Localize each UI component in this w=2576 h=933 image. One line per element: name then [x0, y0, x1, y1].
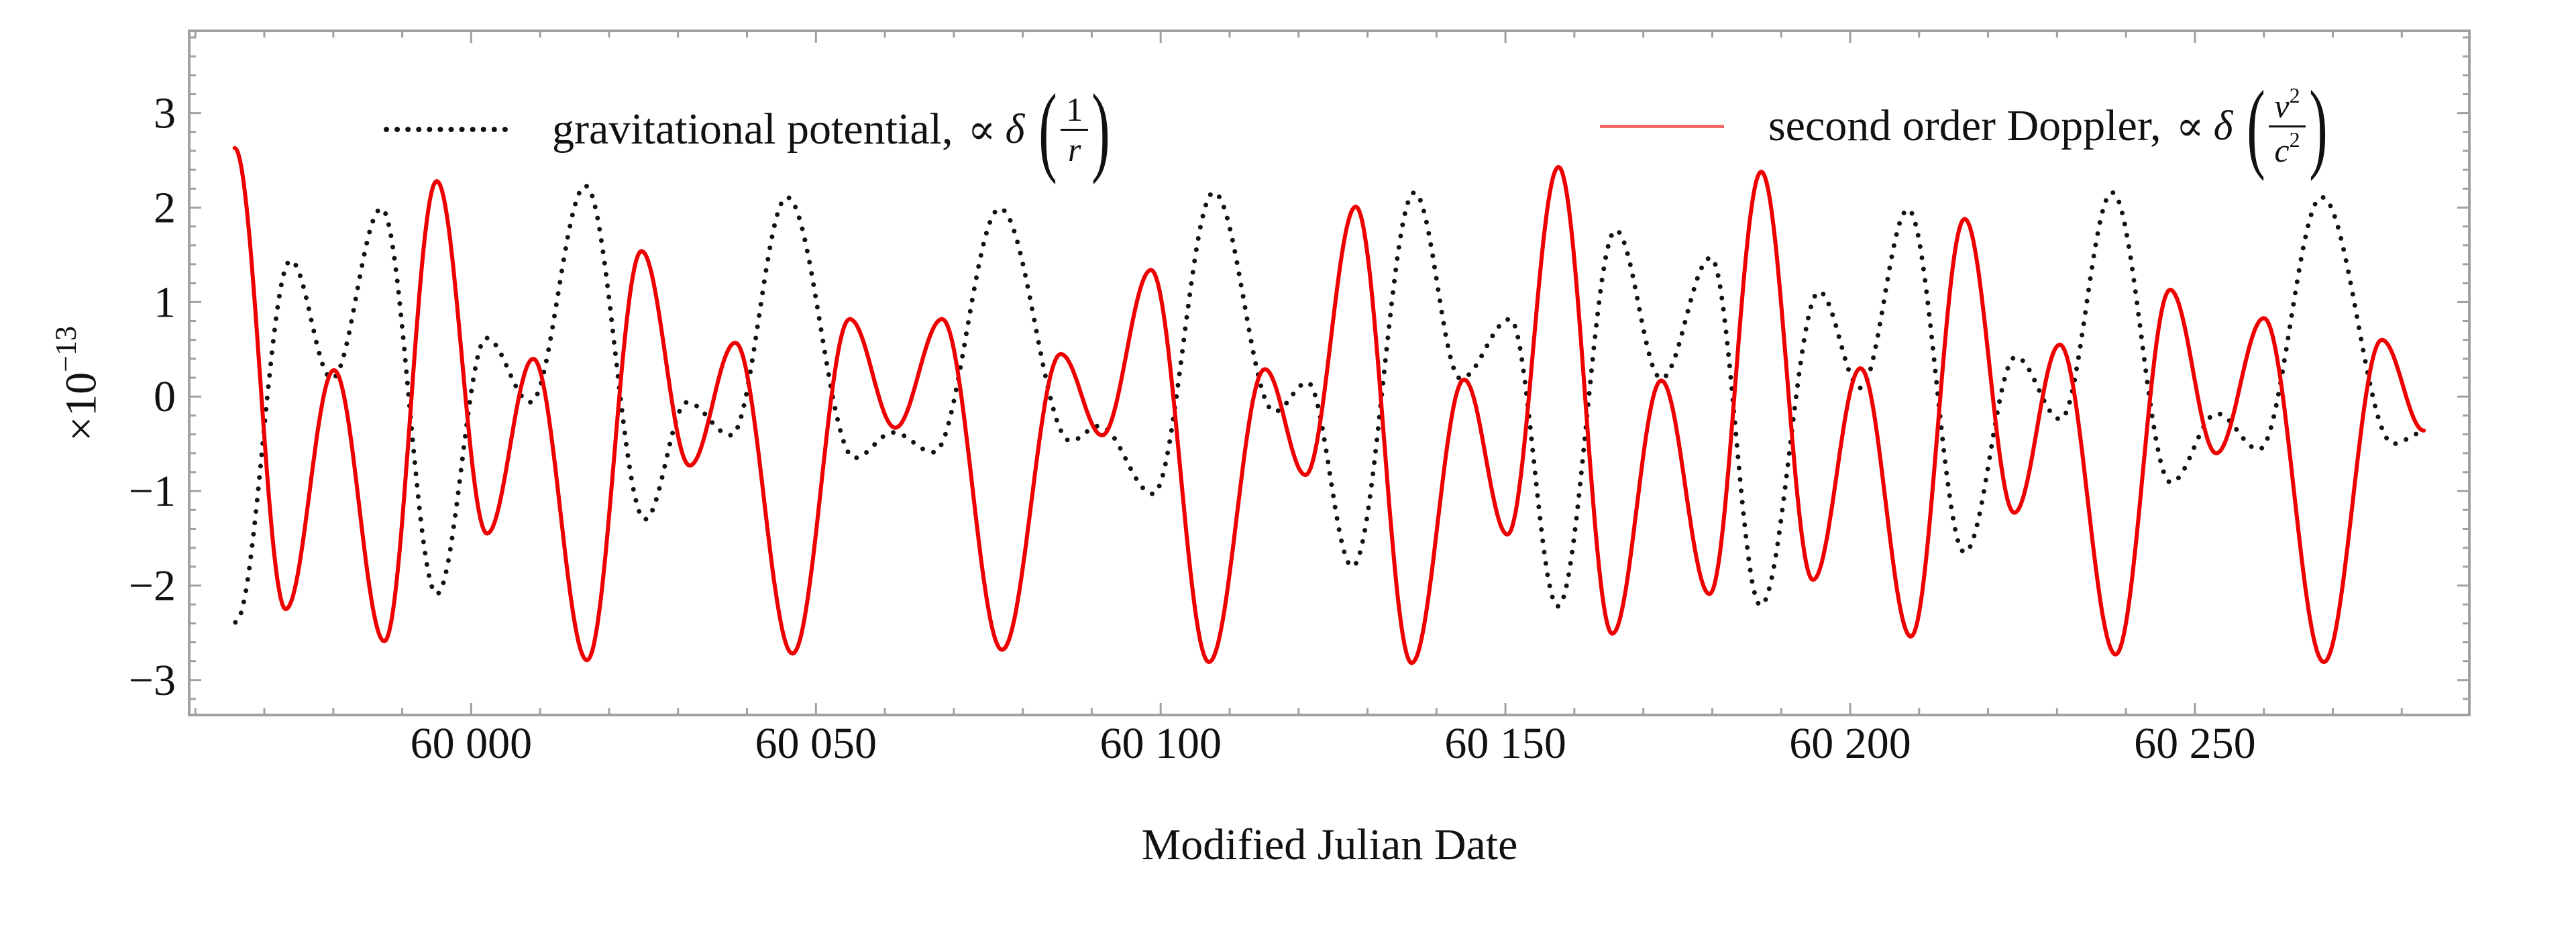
y-axis-label-base: ×10 — [56, 372, 106, 442]
series-curves — [232, 146, 2426, 665]
right-paren: ) — [2308, 70, 2328, 182]
fraction-denominator: c2 — [2269, 127, 2305, 168]
y-tick-label: 3 — [154, 89, 176, 138]
plot-frame — [188, 30, 2471, 716]
proportional-symbol: ∝ — [2176, 104, 2204, 150]
fraction: 1 r — [1061, 92, 1089, 168]
series-second-order-doppler-line — [232, 146, 2426, 665]
y-tick-label: 0 — [154, 372, 176, 421]
x-axis-label: Modified Julian Date — [1141, 820, 1518, 869]
y-axis-label: ×10−13 — [49, 326, 107, 441]
legend-label: second order Doppler, — [1768, 101, 2161, 150]
tick-labels: 60 000 60 050 60 100 60 150 60 200 60 250 −3 −2… — [129, 89, 2256, 768]
delta-symbol: δ — [2213, 103, 2233, 149]
fraction-numerator: v2 — [2269, 83, 2306, 127]
legend-second-order-doppler: second order Doppler, ∝ δ ( v2 c2 ) — [1600, 76, 2335, 176]
legend-label: gravitational potential, — [552, 105, 953, 154]
series-gravitational-potential-line — [233, 183, 2426, 625]
denominator-exponent: 2 — [2289, 127, 2300, 152]
left-paren: ( — [1038, 74, 1057, 185]
y-tick-label: −3 — [129, 656, 176, 705]
numerator-var: v — [2274, 87, 2290, 125]
fraction-denominator: r — [1068, 130, 1081, 168]
legend-dotted-line-sample — [384, 127, 508, 132]
x-tick-label: 60 250 — [2134, 719, 2256, 768]
y-tick-label: −1 — [129, 467, 176, 516]
x-tick-label: 60 200 — [1789, 719, 1911, 768]
y-tick-label: −2 — [129, 561, 176, 610]
fraction: v2 c2 — [2269, 83, 2306, 168]
denominator-var: c — [2274, 131, 2290, 169]
legend-math: ∝ δ ( 1 r ) — [967, 79, 1118, 180]
legend-gravitational-potential: gravitational potential, ∝ δ ( 1 r ) — [384, 79, 1118, 180]
x-tick-label: 60 100 — [1099, 719, 1222, 768]
proportional-symbol: ∝ — [967, 107, 996, 153]
y-tick-label: 2 — [154, 183, 176, 232]
legend-red-line-sample — [1600, 124, 1724, 128]
legend-math: ∝ δ ( v2 c2 ) — [2176, 76, 2335, 176]
left-paren: ( — [2247, 70, 2266, 182]
x-tick-label: 60 150 — [1444, 719, 1566, 768]
x-tick-label: 60 050 — [755, 719, 877, 768]
right-paren: ) — [1091, 74, 1110, 185]
numerator-exponent: 2 — [2289, 83, 2300, 107]
y-axis-label-exponent: −13 — [49, 325, 83, 372]
x-tick-label: 60 000 — [411, 719, 533, 768]
axis-ticks — [189, 31, 2469, 715]
y-tick-label: 1 — [154, 278, 176, 327]
delta-symbol: δ — [1005, 106, 1025, 152]
fraction-numerator: 1 — [1061, 92, 1089, 131]
